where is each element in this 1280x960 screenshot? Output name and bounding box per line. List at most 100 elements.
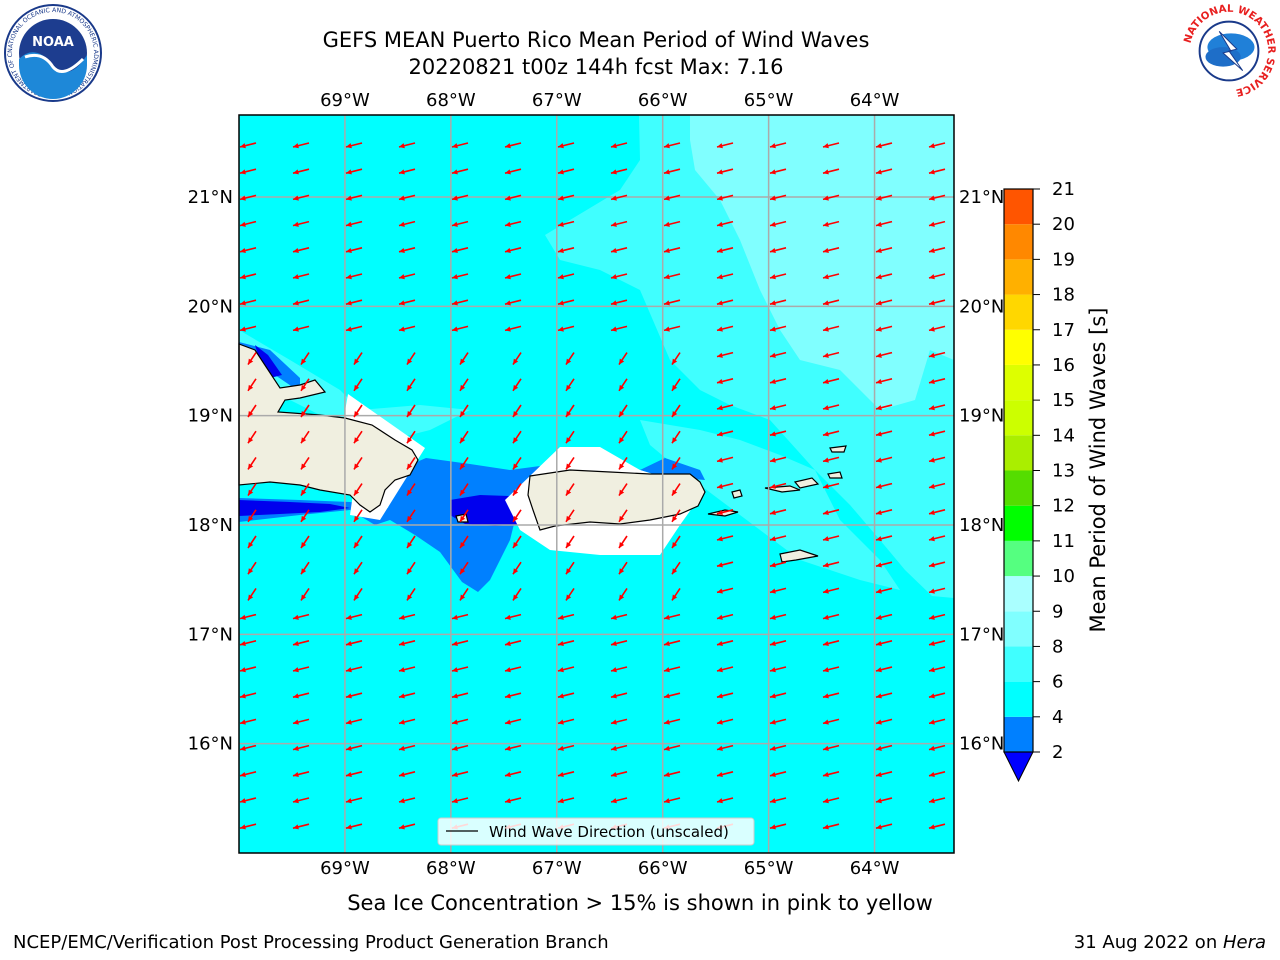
- anegada-island: [829, 445, 847, 453]
- wave-direction-arrow: [663, 273, 681, 280]
- wave-direction-arrow: [300, 430, 310, 444]
- wave-direction-arrow: [716, 640, 734, 647]
- wave-direction-arrow: [406, 587, 416, 601]
- lat-label-left: 20°N: [188, 296, 233, 317]
- wave-direction-arrow: [239, 220, 257, 227]
- wave-direction-arrow: [451, 142, 469, 149]
- wave-direction-arrow: [353, 483, 363, 497]
- wave-direction-arrow: [398, 744, 416, 751]
- wave-direction-arrow: [459, 483, 469, 497]
- colorbar-tick-label: 11: [1052, 531, 1075, 552]
- wave-direction-arrow: [663, 771, 681, 778]
- wave-direction-arrow: [928, 587, 946, 594]
- wave-direction-arrow: [345, 299, 363, 306]
- wave-direction-arrow: [459, 587, 469, 601]
- period-2to4-region: [239, 342, 705, 592]
- wave-direction-arrow: [353, 378, 363, 392]
- wave-direction-arrow: [716, 299, 734, 306]
- wave-direction-arrow: [565, 378, 575, 392]
- footer-credit: NCEP/EMC/Verification Post Processing Pr…: [13, 932, 609, 953]
- wave-direction-arrow: [610, 299, 628, 306]
- wave-direction-arrow: [398, 142, 416, 149]
- lat-label-right: 21°N: [959, 187, 1004, 208]
- wave-direction-arrow: [822, 378, 840, 385]
- lat-label-left: 21°N: [188, 187, 233, 208]
- wave-direction-arrow: [875, 744, 893, 751]
- wave-direction-arrow: [300, 483, 310, 497]
- wave-direction-arrow: [451, 640, 469, 647]
- lat-label-right: 17°N: [959, 624, 1004, 645]
- colorbar-bands: [1004, 189, 1033, 752]
- colorbar-tick-label: 16: [1052, 355, 1075, 376]
- wave-direction-arrow: [353, 535, 363, 549]
- wave-direction-arrow: [769, 194, 787, 201]
- wave-direction-arrow: [565, 483, 575, 497]
- lon-label-bottom: 66°W: [638, 858, 688, 879]
- wave-direction-arrow: [716, 797, 734, 804]
- wave-direction-arrow: [512, 378, 522, 392]
- wave-direction-arrow: [769, 404, 787, 411]
- wave-direction-arrow: [716, 482, 734, 489]
- wave-direction-arrow: [353, 430, 363, 444]
- wave-direction-arrow: [398, 771, 416, 778]
- colorbar-band: [1004, 224, 1033, 260]
- wave-direction-arrow: [610, 640, 628, 647]
- lon-label-top: 68°W: [426, 90, 476, 111]
- wave-direction-arrow: [671, 456, 681, 470]
- wave-direction-arrow: [928, 613, 946, 620]
- colorbar-extend-triangle: [1003, 751, 1034, 783]
- wave-direction-arrow: [663, 168, 681, 175]
- wave-direction-arrow: [345, 823, 363, 830]
- colorbar-tick-label: 15: [1052, 390, 1075, 411]
- wave-direction-arrow: [239, 744, 257, 751]
- wave-direction-arrow: [557, 692, 575, 699]
- wave-direction-arrow: [292, 744, 310, 751]
- colorbar-tick-label: 17: [1052, 320, 1075, 341]
- wave-direction-arrow: [406, 483, 416, 497]
- wave-direction-arrow: [769, 797, 787, 804]
- wave-direction-arrow: [398, 640, 416, 647]
- wave-direction-arrow: [239, 325, 257, 332]
- wave-direction-arrow: [610, 247, 628, 254]
- wave-direction-arrow: [239, 247, 257, 254]
- wave-direction-arrow: [671, 404, 681, 418]
- wave-direction-arrow: [300, 587, 310, 601]
- wave-direction-arrow: [239, 273, 257, 280]
- wave-direction-arrow: [716, 247, 734, 254]
- wave-direction-arrow: [292, 692, 310, 699]
- wave-direction-arrow: [822, 430, 840, 437]
- colorbar-band: [1004, 189, 1033, 225]
- wave-direction-arrow: [671, 378, 681, 392]
- colorbar-tick-label: 9: [1052, 601, 1063, 622]
- hispaniola-island: [238, 343, 419, 513]
- wave-direction-arrow: [875, 299, 893, 306]
- wave-direction-arrow: [875, 351, 893, 358]
- wave-direction-arrow: [300, 535, 310, 549]
- wave-direction-arrow: [769, 299, 787, 306]
- wave-direction-arrow: [928, 220, 946, 227]
- wave-direction-arrow: [239, 692, 257, 699]
- wave-direction-arrow: [610, 194, 628, 201]
- wave-direction-arrow: [822, 509, 840, 516]
- wave-direction-arrow: [345, 640, 363, 647]
- wave-direction-arrow: [928, 194, 946, 201]
- wave-direction-arrow: [822, 535, 840, 542]
- wave-direction-arrow: [663, 718, 681, 725]
- colorbar-tick-label: 21: [1052, 179, 1075, 200]
- wave-direction-arrow: [557, 142, 575, 149]
- wave-direction-arrow: [557, 718, 575, 725]
- wave-direction-arrow: [769, 142, 787, 149]
- wave-direction-arrow: [451, 718, 469, 725]
- wave-direction-arrow: [875, 718, 893, 725]
- wave-direction-arrow: [300, 352, 310, 366]
- wave-direction-arrow: [239, 718, 257, 725]
- wave-direction-arrow: [875, 823, 893, 830]
- lon-label-top: 64°W: [850, 90, 900, 111]
- wave-direction-arrow: [565, 430, 575, 444]
- wave-direction-arrow: [292, 142, 310, 149]
- colorbar-tick-label: 4: [1052, 707, 1063, 728]
- wave-direction-arrow: [557, 273, 575, 280]
- wave-direction-arrow: [504, 247, 522, 254]
- wave-direction-arrow: [875, 456, 893, 463]
- wave-direction-arrow: [716, 613, 734, 620]
